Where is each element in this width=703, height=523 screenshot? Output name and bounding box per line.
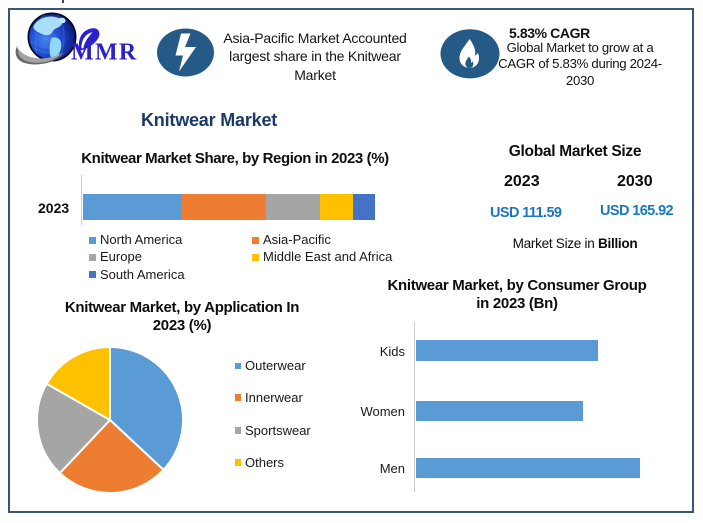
svg-text:MMR: MMR: [71, 40, 138, 66]
